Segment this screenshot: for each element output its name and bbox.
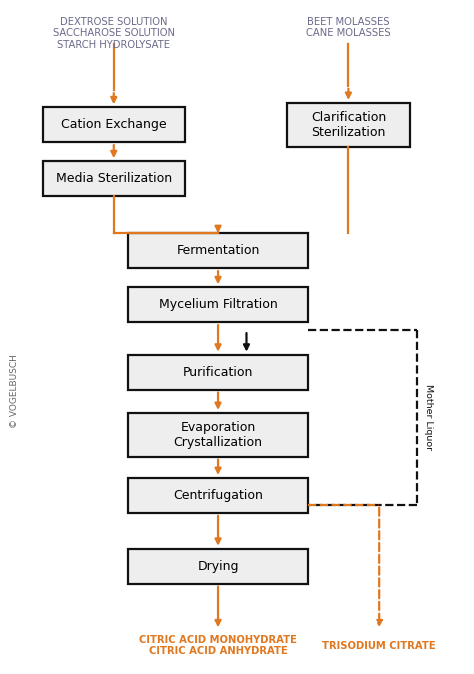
- FancyBboxPatch shape: [43, 107, 185, 142]
- Text: © VOGELBUSCH: © VOGELBUSCH: [10, 354, 18, 428]
- Text: Media Sterilization: Media Sterilization: [56, 172, 172, 185]
- FancyBboxPatch shape: [128, 233, 308, 268]
- FancyBboxPatch shape: [128, 287, 308, 322]
- Text: CITRIC ACID MONOHYDRATE
CITRIC ACID ANHYDRATE: CITRIC ACID MONOHYDRATE CITRIC ACID ANHY…: [139, 635, 297, 656]
- Text: BEET MOLASSES
CANE MOLASSES: BEET MOLASSES CANE MOLASSES: [306, 17, 391, 38]
- Text: Cation Exchange: Cation Exchange: [61, 118, 166, 131]
- Text: DEXTROSE SOLUTION
SACCHAROSE SOLUTION
STARCH HYDROLYSATE: DEXTROSE SOLUTION SACCHAROSE SOLUTION ST…: [53, 17, 175, 50]
- Text: Drying: Drying: [197, 559, 239, 573]
- FancyBboxPatch shape: [128, 412, 308, 457]
- Text: Purification: Purification: [183, 365, 253, 379]
- Text: TRISODIUM CITRATE: TRISODIUM CITRATE: [322, 641, 436, 650]
- FancyBboxPatch shape: [287, 103, 410, 147]
- Text: Mycelium Filtration: Mycelium Filtration: [159, 298, 277, 311]
- Text: Mother Liquor: Mother Liquor: [425, 384, 433, 451]
- FancyBboxPatch shape: [43, 161, 185, 196]
- Text: Clarification
Sterilization: Clarification Sterilization: [311, 111, 386, 139]
- Text: Evaporation
Crystallization: Evaporation Crystallization: [173, 421, 263, 449]
- FancyBboxPatch shape: [128, 478, 308, 513]
- Text: Centrifugation: Centrifugation: [173, 489, 263, 502]
- Text: Fermentation: Fermentation: [176, 244, 260, 257]
- FancyBboxPatch shape: [128, 355, 308, 390]
- FancyBboxPatch shape: [128, 549, 308, 584]
